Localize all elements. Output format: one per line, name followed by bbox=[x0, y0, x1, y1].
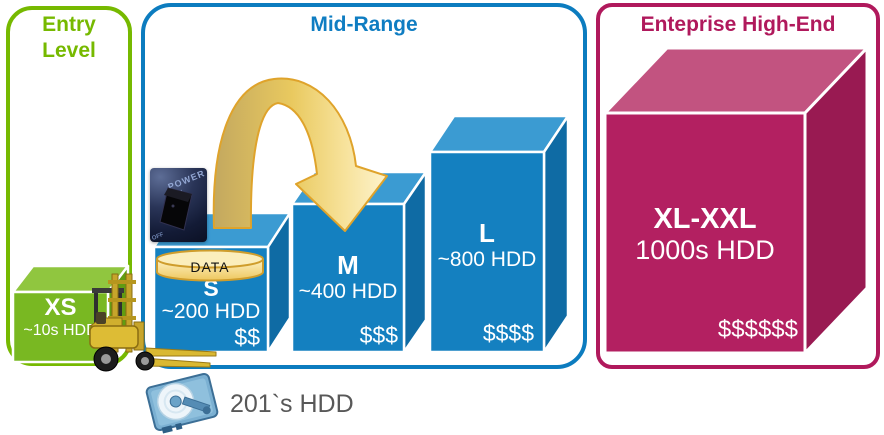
xl-cube-cost: $$$$$$ bbox=[717, 316, 798, 343]
m-cube-cost: $$$ bbox=[359, 322, 398, 348]
xl-cube-label: XL-XXL 1000s HDD bbox=[605, 203, 805, 266]
entry-level-title: Entry Level bbox=[42, 13, 96, 63]
rocker-switch-icon bbox=[159, 187, 193, 231]
l-cube-cost: $$$$ bbox=[482, 320, 534, 346]
hdd-caption: 201`s HDD bbox=[230, 390, 354, 418]
power-off-label: OFF bbox=[151, 231, 165, 242]
xs-cube-name: XS bbox=[44, 294, 77, 321]
upgrade-arrow-shape bbox=[212, 77, 388, 232]
m-cube-label: M ~400 HDD bbox=[292, 250, 404, 304]
upgrade-arrow-icon bbox=[212, 77, 388, 232]
l-cube-label: L ~800 HDD bbox=[430, 218, 544, 272]
data-cylinder bbox=[156, 249, 264, 282]
entry-level-panel bbox=[6, 6, 132, 366]
mid-range-title: Mid-Range bbox=[310, 13, 418, 36]
data-cylinder-top bbox=[156, 249, 264, 269]
s-cube-cost: $$ bbox=[234, 324, 260, 350]
m-cube-capacity: ~400 HDD bbox=[298, 280, 398, 303]
xl-cube-capacity: 1000s HDD bbox=[635, 235, 775, 265]
enterprise-panel bbox=[596, 3, 880, 369]
data-cylinder-label: DATA bbox=[190, 259, 230, 275]
enterprise-title: Enteprise High-End bbox=[640, 13, 836, 36]
mid-range-panel bbox=[141, 3, 587, 369]
m-cube-name: M bbox=[337, 250, 359, 280]
xl-cube-name: XL-XXL bbox=[653, 203, 757, 235]
xs-cube-capacity: ~10s HDD bbox=[23, 322, 98, 339]
power-switch-image: POWER ON OFF bbox=[150, 168, 207, 242]
s-cube-name: S bbox=[203, 275, 219, 301]
s-cube-capacity: ~200 HDD bbox=[161, 300, 261, 323]
s-cube-label: S ~200 HDD bbox=[154, 276, 268, 324]
hdd-icon bbox=[145, 372, 219, 434]
l-cube-capacity: ~800 HDD bbox=[437, 248, 537, 271]
forklift-icon bbox=[89, 273, 217, 372]
xs-cube-label: XS ~10s HDD bbox=[13, 294, 108, 340]
l-cube-name: L bbox=[479, 218, 495, 248]
